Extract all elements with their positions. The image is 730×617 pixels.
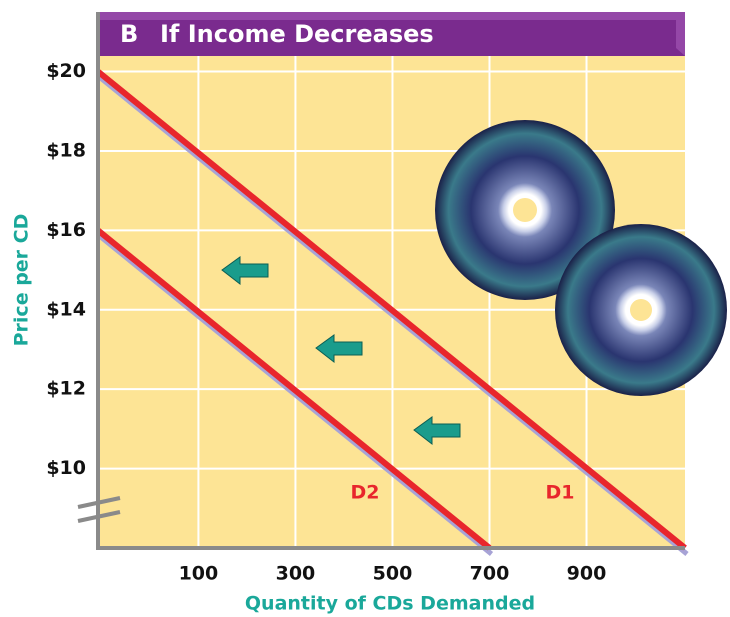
x-tick-label: 300	[276, 563, 316, 585]
chart-title: If Income Decreases	[160, 20, 434, 48]
shift-arrows	[221, 256, 461, 446]
cd-images	[435, 120, 727, 396]
y-tick-label: $16	[46, 219, 86, 241]
banner-bevel	[98, 12, 685, 56]
lines	[96, 69, 689, 556]
demand-line	[96, 228, 492, 551]
cd-hole	[513, 198, 537, 222]
arrow	[315, 334, 363, 364]
x-tick-label: 100	[179, 563, 219, 585]
break-mark	[77, 496, 121, 509]
y-tick-label: $12	[46, 378, 86, 400]
axis-break	[77, 496, 121, 523]
y-tick-label: $18	[46, 139, 86, 161]
panel-label: B	[120, 20, 138, 48]
line-shadow	[98, 75, 689, 556]
y-tick-label: $10	[46, 457, 86, 479]
series-label: D2	[351, 482, 380, 504]
y-tick-label: $20	[46, 60, 86, 82]
y-tick-label: $14	[46, 298, 86, 320]
x-tick-label: 500	[373, 563, 413, 585]
series-label: D1	[546, 482, 575, 504]
cd-hole	[630, 299, 652, 321]
break-mark	[77, 510, 121, 523]
demand-line	[96, 69, 687, 551]
x-tick-label: 700	[470, 563, 510, 585]
x-axis-label: Quantity of CDs Demanded	[245, 593, 535, 615]
x-tick-label: 900	[567, 563, 607, 585]
arrow	[221, 256, 269, 286]
line-shadow	[98, 234, 494, 556]
y-axis-label: Price per CD	[11, 214, 33, 347]
arrow	[413, 416, 461, 446]
